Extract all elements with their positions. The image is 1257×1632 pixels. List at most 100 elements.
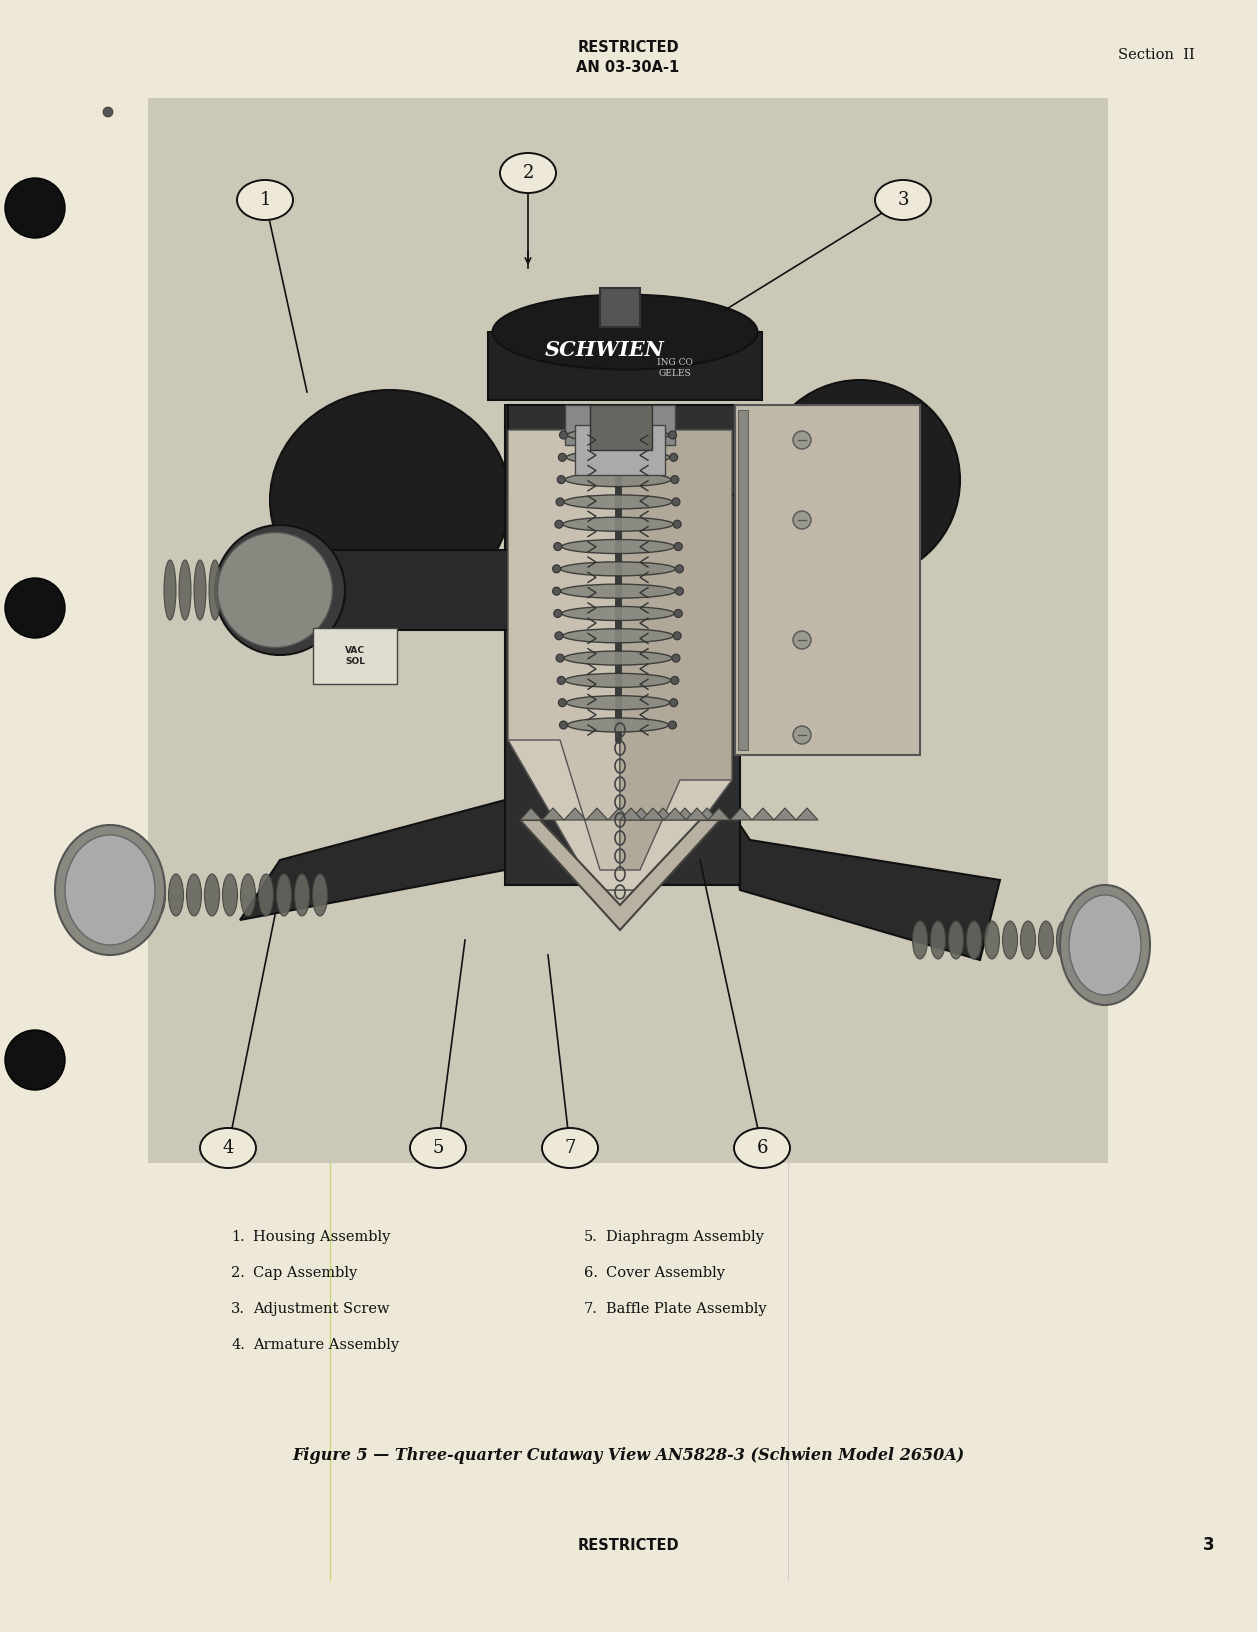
Circle shape <box>556 654 564 663</box>
Ellipse shape <box>567 695 670 710</box>
Ellipse shape <box>186 875 201 916</box>
Ellipse shape <box>277 875 292 916</box>
Ellipse shape <box>254 560 266 620</box>
Ellipse shape <box>294 875 309 916</box>
Ellipse shape <box>55 826 165 955</box>
Ellipse shape <box>734 1128 789 1169</box>
Ellipse shape <box>270 390 510 610</box>
FancyBboxPatch shape <box>564 405 675 446</box>
Circle shape <box>793 511 811 529</box>
Circle shape <box>5 1030 65 1090</box>
Polygon shape <box>730 808 752 819</box>
Ellipse shape <box>209 560 221 620</box>
FancyBboxPatch shape <box>600 287 640 326</box>
Ellipse shape <box>215 526 344 654</box>
Circle shape <box>793 431 811 449</box>
Ellipse shape <box>875 180 931 220</box>
Polygon shape <box>752 808 774 819</box>
Polygon shape <box>696 808 718 819</box>
Ellipse shape <box>299 560 310 620</box>
Polygon shape <box>674 808 696 819</box>
Polygon shape <box>664 808 686 819</box>
Text: 1: 1 <box>259 191 270 209</box>
Circle shape <box>672 654 680 663</box>
Ellipse shape <box>563 628 672 643</box>
Text: 1.: 1. <box>231 1231 245 1244</box>
Polygon shape <box>240 761 510 920</box>
Ellipse shape <box>949 920 964 960</box>
Text: ING CO
GELES: ING CO GELES <box>657 359 693 377</box>
Text: RESTRICTED: RESTRICTED <box>577 41 679 55</box>
Circle shape <box>556 498 564 506</box>
FancyBboxPatch shape <box>738 410 748 751</box>
Text: 4.: 4. <box>231 1338 245 1351</box>
Ellipse shape <box>163 560 176 620</box>
Text: Cap Assembly: Cap Assembly <box>253 1266 357 1279</box>
Ellipse shape <box>269 560 282 620</box>
Text: Diaphragm Assembly: Diaphragm Assembly <box>606 1231 764 1244</box>
Text: 3: 3 <box>897 191 909 209</box>
Circle shape <box>554 609 562 617</box>
Text: 3: 3 <box>1203 1536 1216 1554</box>
Circle shape <box>553 565 561 573</box>
Polygon shape <box>642 808 664 819</box>
Ellipse shape <box>222 875 238 916</box>
Circle shape <box>670 454 678 462</box>
Circle shape <box>674 609 683 617</box>
FancyBboxPatch shape <box>735 405 920 756</box>
Polygon shape <box>730 809 1001 960</box>
Text: Housing Assembly: Housing Assembly <box>253 1231 391 1244</box>
Circle shape <box>554 521 563 529</box>
Ellipse shape <box>1068 894 1141 996</box>
Ellipse shape <box>259 875 274 916</box>
Ellipse shape <box>500 153 556 193</box>
Text: 7: 7 <box>564 1139 576 1157</box>
Text: 5: 5 <box>432 1139 444 1157</box>
Text: 6.: 6. <box>585 1266 598 1279</box>
Ellipse shape <box>313 875 328 916</box>
Ellipse shape <box>1038 920 1053 960</box>
Polygon shape <box>608 808 630 819</box>
Ellipse shape <box>200 1128 256 1169</box>
Text: Baffle Plate Assembly: Baffle Plate Assembly <box>606 1302 767 1315</box>
Polygon shape <box>586 808 608 819</box>
Text: 6: 6 <box>757 1139 768 1157</box>
Ellipse shape <box>566 473 671 486</box>
Ellipse shape <box>567 450 670 465</box>
Polygon shape <box>520 808 542 819</box>
Ellipse shape <box>1021 920 1036 960</box>
Text: Armature Assembly: Armature Assembly <box>253 1338 400 1351</box>
Ellipse shape <box>65 836 155 945</box>
Circle shape <box>671 676 679 684</box>
Ellipse shape <box>239 560 251 620</box>
Ellipse shape <box>1060 885 1150 1005</box>
Circle shape <box>669 721 676 730</box>
FancyBboxPatch shape <box>590 405 652 450</box>
FancyBboxPatch shape <box>574 424 665 475</box>
Circle shape <box>670 698 678 707</box>
Ellipse shape <box>284 560 295 620</box>
Polygon shape <box>686 808 708 819</box>
Ellipse shape <box>913 920 928 960</box>
Circle shape <box>793 726 811 744</box>
Ellipse shape <box>114 875 129 916</box>
Circle shape <box>669 431 676 439</box>
Text: VAC
SOL: VAC SOL <box>344 646 365 666</box>
Text: 7.: 7. <box>585 1302 598 1315</box>
Ellipse shape <box>562 540 674 553</box>
FancyBboxPatch shape <box>508 405 738 494</box>
Text: SCHWIEN: SCHWIEN <box>546 339 665 361</box>
FancyBboxPatch shape <box>313 628 397 684</box>
Text: Section  II: Section II <box>1119 47 1195 62</box>
Circle shape <box>672 632 681 640</box>
Polygon shape <box>630 808 652 819</box>
Text: Figure 5 — Three-quarter Cutaway View AN5828-3 (Schwien Model 2650A): Figure 5 — Three-quarter Cutaway View AN… <box>292 1446 964 1464</box>
Polygon shape <box>774 808 796 819</box>
Polygon shape <box>620 808 642 819</box>
Ellipse shape <box>564 651 672 666</box>
Polygon shape <box>508 429 620 889</box>
Text: 3.: 3. <box>231 1302 245 1315</box>
Circle shape <box>554 632 563 640</box>
FancyBboxPatch shape <box>505 405 740 885</box>
Polygon shape <box>652 808 674 819</box>
